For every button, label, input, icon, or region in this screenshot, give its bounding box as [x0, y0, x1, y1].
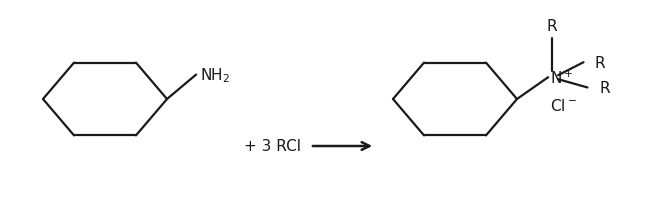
- Text: Cl$^-$: Cl$^-$: [550, 98, 577, 114]
- Text: N$^+$: N$^+$: [550, 69, 574, 86]
- Text: R: R: [599, 81, 610, 95]
- Text: R: R: [595, 55, 605, 70]
- Text: R: R: [547, 19, 557, 34]
- Text: + 3 RCl: + 3 RCl: [244, 139, 300, 154]
- Text: NH$_2$: NH$_2$: [200, 66, 231, 84]
